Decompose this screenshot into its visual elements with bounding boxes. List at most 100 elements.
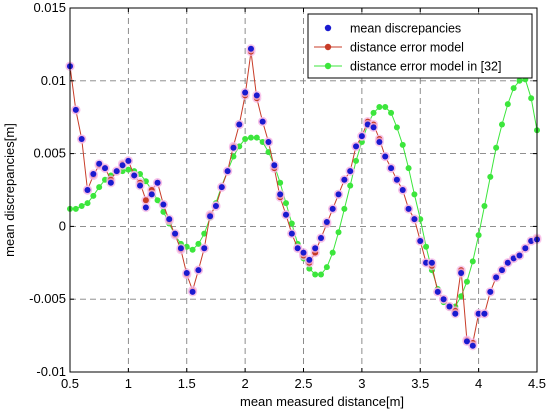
x-tick-label: 4 bbox=[475, 376, 482, 391]
data-point bbox=[323, 219, 330, 226]
data-point bbox=[131, 172, 138, 179]
y-tick-label: 0 bbox=[59, 218, 66, 233]
data-point bbox=[294, 245, 301, 252]
y-tick-label: 0.005 bbox=[33, 146, 66, 161]
series-0 bbox=[65, 44, 542, 351]
data-point bbox=[423, 243, 430, 250]
data-point bbox=[393, 124, 400, 131]
data-point bbox=[253, 134, 260, 141]
data-point bbox=[242, 136, 249, 143]
data-point bbox=[119, 162, 126, 169]
x-tick-label: 2 bbox=[242, 376, 249, 391]
y-axis-ticks: -0.01 -0.005 0 0.005 0.01 0.015 bbox=[29, 0, 537, 379]
x-tick-label: 3 bbox=[358, 376, 365, 391]
data-point bbox=[463, 338, 470, 345]
data-point bbox=[236, 121, 243, 128]
data-point bbox=[370, 109, 377, 116]
data-point bbox=[247, 134, 254, 141]
data-point bbox=[259, 118, 266, 125]
data-point bbox=[148, 191, 155, 198]
data-point bbox=[329, 205, 336, 212]
data-point bbox=[323, 264, 330, 271]
data-point bbox=[376, 138, 383, 145]
data-point bbox=[230, 144, 237, 151]
x-tick-label: 0.5 bbox=[61, 376, 79, 391]
data-point bbox=[434, 288, 441, 295]
data-point bbox=[277, 191, 284, 198]
data-point bbox=[125, 157, 132, 164]
legend-marker bbox=[324, 24, 332, 32]
data-point bbox=[475, 232, 482, 239]
data-point bbox=[376, 104, 383, 111]
legend-marker bbox=[324, 43, 332, 51]
data-point bbox=[528, 95, 535, 102]
data-point bbox=[516, 252, 523, 259]
data-point bbox=[154, 179, 161, 186]
data-point bbox=[329, 249, 336, 256]
data-point bbox=[341, 176, 348, 183]
data-point bbox=[382, 104, 389, 111]
data-point bbox=[96, 184, 103, 191]
data-point bbox=[84, 187, 91, 193]
data-point bbox=[399, 187, 406, 193]
data-point bbox=[277, 179, 284, 186]
data-point bbox=[481, 310, 488, 317]
data-point bbox=[510, 85, 517, 92]
legend-label: mean discrepancies bbox=[350, 22, 461, 36]
data-point bbox=[90, 192, 97, 199]
data-point bbox=[113, 168, 120, 175]
data-point bbox=[78, 136, 85, 143]
legend-box bbox=[307, 13, 533, 79]
data-point bbox=[498, 267, 505, 274]
data-point bbox=[516, 77, 523, 84]
data-point bbox=[452, 310, 459, 317]
data-point bbox=[411, 216, 418, 223]
data-point bbox=[318, 235, 325, 242]
data-point bbox=[102, 165, 109, 172]
x-axis-ticks: 0.5 1 1.5 2 2.5 3 3.5 4 4.5 bbox=[61, 8, 546, 391]
data-point bbox=[72, 106, 79, 113]
data-point bbox=[335, 229, 342, 236]
legend-label: distance error model bbox=[350, 41, 464, 55]
data-point bbox=[399, 141, 406, 148]
data-point bbox=[242, 89, 249, 96]
data-point bbox=[288, 230, 295, 237]
data-point bbox=[224, 168, 231, 175]
data-point bbox=[417, 237, 424, 244]
legend-label: distance error model in [32] bbox=[350, 60, 501, 74]
data-point bbox=[463, 278, 470, 285]
data-point bbox=[253, 92, 260, 99]
data-point bbox=[428, 259, 435, 266]
x-tick-label: 1.5 bbox=[178, 376, 196, 391]
data-point bbox=[300, 249, 307, 256]
data-point bbox=[271, 162, 278, 169]
data-point bbox=[370, 124, 377, 131]
data-point bbox=[347, 168, 354, 175]
data-point bbox=[312, 271, 319, 278]
data-point bbox=[481, 203, 488, 210]
series-layer bbox=[65, 44, 542, 351]
data-point bbox=[487, 173, 494, 180]
data-point bbox=[469, 258, 476, 265]
data-point bbox=[318, 271, 325, 278]
data-point bbox=[458, 293, 465, 300]
data-point bbox=[288, 220, 295, 227]
data-point bbox=[201, 245, 208, 252]
data-point bbox=[78, 203, 85, 210]
data-point bbox=[84, 200, 91, 207]
legend: mean discrepancies distance error model di… bbox=[307, 13, 533, 79]
y-axis-label: mean discrepancies[m] bbox=[2, 123, 17, 257]
data-point bbox=[405, 165, 412, 172]
data-point bbox=[347, 182, 354, 189]
data-point bbox=[142, 197, 149, 204]
data-point bbox=[493, 144, 500, 151]
data-point bbox=[504, 101, 511, 108]
x-tick-label: 2.5 bbox=[294, 376, 312, 391]
data-point bbox=[125, 166, 132, 173]
data-point bbox=[72, 205, 79, 212]
data-point bbox=[487, 288, 494, 295]
data-point bbox=[504, 259, 511, 266]
data-point bbox=[522, 245, 529, 252]
data-point bbox=[265, 138, 272, 145]
data-point bbox=[388, 109, 395, 116]
